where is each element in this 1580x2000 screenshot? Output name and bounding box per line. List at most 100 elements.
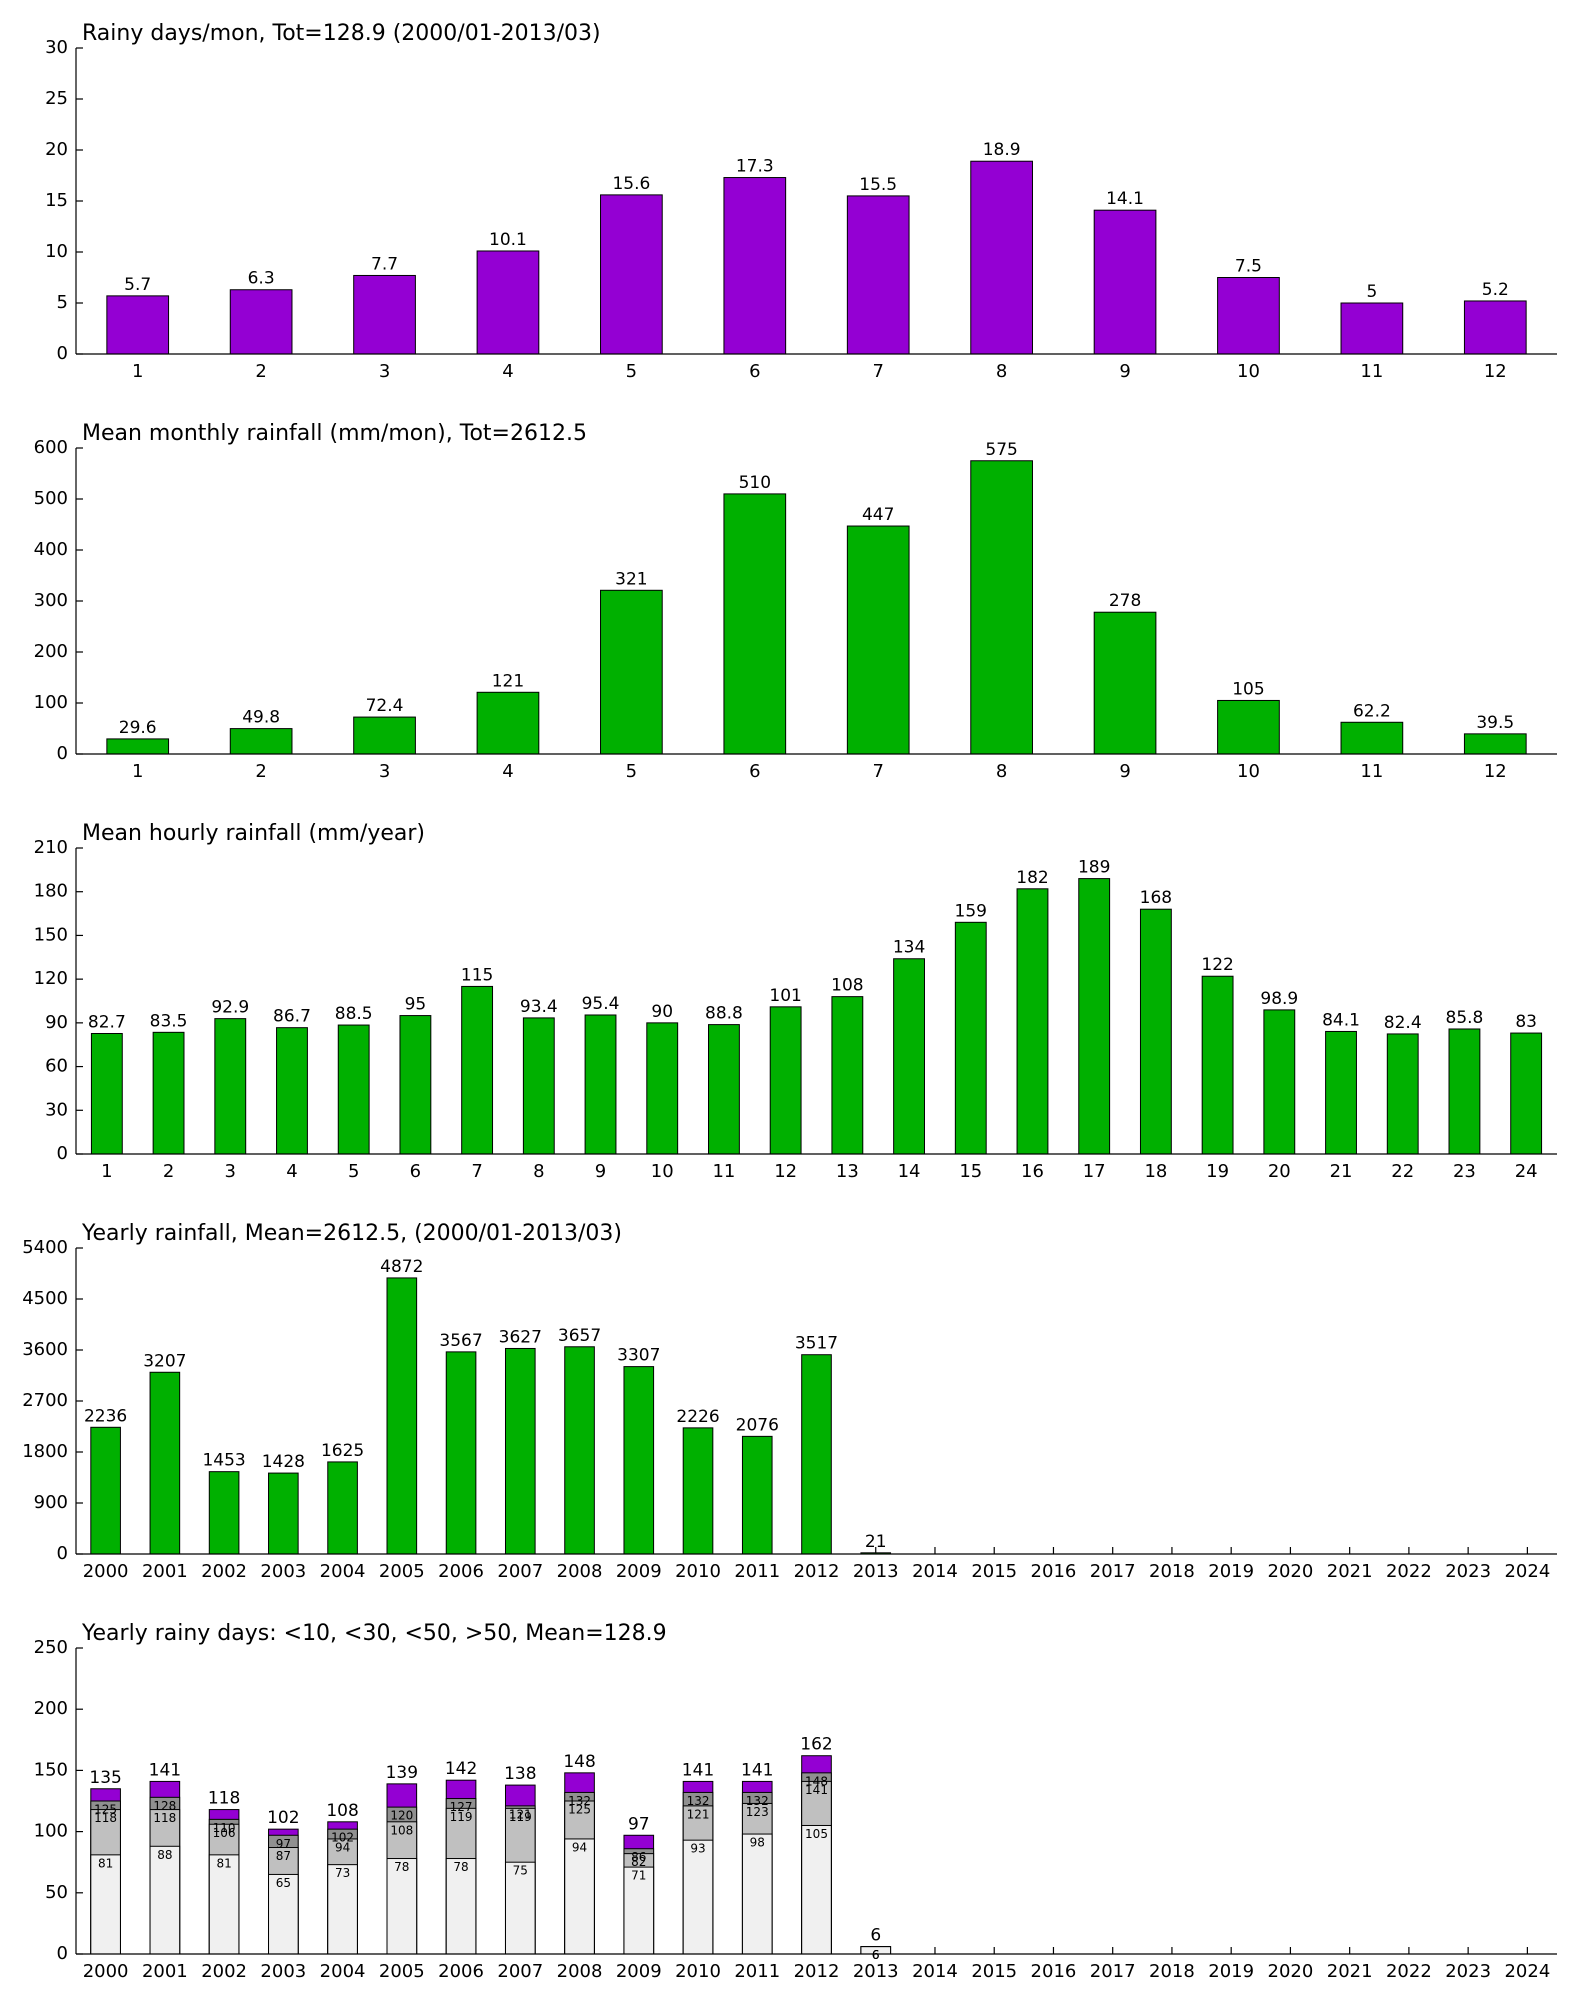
x-tick-label: 21 [1330,1161,1353,1182]
x-tick-label: 2007 [497,1561,543,1582]
value-label: 95.4 [582,994,620,1014]
segment-label: 121 [687,1807,710,1821]
x-tick-label: 2018 [1149,1561,1195,1582]
bar [1201,975,1234,1155]
segment-label: 102 [331,1831,354,1845]
bar [149,1845,181,1955]
value-label: 62.2 [1353,701,1391,721]
segment-label: 127 [450,1800,473,1814]
x-tick-label: 2023 [1445,1561,1491,1582]
bar [769,1006,802,1155]
bar [564,1838,595,1955]
value-label: 83 [1515,1012,1537,1032]
x-tick-label: 2022 [1386,1561,1432,1582]
x-tick-label: 7 [872,361,883,382]
bar [801,1824,832,1955]
bar [353,274,416,355]
segment-label: 132 [568,1794,591,1808]
value-label: 1453 [202,1451,245,1471]
x-tick-label: 2005 [379,1961,425,1982]
value-label: 3307 [617,1346,660,1366]
value-label: 447 [862,505,894,525]
value-label: 118 [208,1789,240,1809]
value-label: 101 [769,986,801,1006]
x-tick-label: 2016 [1031,1561,1077,1582]
bar [682,1427,714,1555]
x-tick-label: 2 [163,1161,174,1182]
value-label: 39.5 [1476,713,1514,733]
x-tick-label: 20 [1268,1161,1291,1182]
bar [476,691,540,755]
x-tick-label: 13 [836,1161,859,1182]
value-label: 95 [405,995,427,1015]
value-label: 90 [651,1002,673,1022]
x-tick-label: 2015 [971,1561,1017,1582]
value-label: 17.3 [736,157,774,177]
y-tick-label: 5400 [22,1237,68,1258]
bar [708,1024,740,1155]
segment-label: 120 [390,1809,413,1823]
x-tick-label: 2007 [497,1961,543,1982]
segment-label: 87 [276,1849,291,1863]
x-tick-label: 2018 [1149,1961,1195,1982]
value-label: 14.1 [1106,189,1144,209]
value-label: 6 [870,1926,881,1946]
value-label: 575 [985,440,1017,460]
bar [1078,878,1111,1155]
bar [229,289,293,355]
value-label: 321 [615,569,647,589]
bar [584,1014,617,1155]
bar [801,1354,832,1555]
bar [208,1854,240,1955]
x-tick-label: 22 [1391,1161,1414,1182]
value-label: 102 [267,1808,299,1828]
y-tick-label: 10 [45,241,68,262]
bar [1016,888,1049,1155]
value-label: 88.8 [705,1004,743,1024]
y-tick-label: 900 [34,1492,68,1513]
x-tick-label: 3 [379,361,390,382]
x-tick-label: 19 [1206,1161,1229,1182]
value-label: 93.4 [520,997,558,1017]
y-tick-label: 0 [57,1143,68,1164]
bar [600,194,663,355]
value-label: 15.5 [859,175,897,195]
bar [970,460,1033,755]
bar [386,1277,418,1555]
x-tick-label: 2024 [1504,1961,1550,1982]
x-tick-label: 2004 [320,1961,366,1982]
x-tick-label: 11 [1360,761,1383,782]
y-tick-label: 150 [34,1759,68,1780]
x-tick-label: 2016 [1031,1961,1077,1982]
bar [1463,733,1527,755]
x-tick-label: 9 [1119,761,1130,782]
value-label: 141 [149,1760,181,1780]
bar [327,1864,358,1955]
chart-title: Rainy days/mon, Tot=128.9 (2000/01-2013/… [82,21,601,46]
x-tick-label: 2011 [734,1561,780,1582]
x-tick-label: 2013 [853,1561,899,1582]
x-tick-label: 2000 [83,1961,129,1982]
x-tick-label: 2009 [616,1961,662,1982]
x-tick-label: 23 [1453,1161,1476,1182]
y-tick-label: 0 [57,1543,68,1564]
x-tick-label: 11 [712,1161,735,1182]
bar [1463,300,1527,355]
x-tick-label: 2014 [912,1561,958,1582]
chart-title: Mean monthly rainfall (mm/mon), Tot=2612… [82,421,587,446]
y-tick-label: 30 [45,37,68,58]
x-tick-label: 16 [1021,1161,1044,1182]
value-label: 2236 [84,1406,127,1426]
bar [1340,721,1404,755]
bar [461,985,494,1155]
bar [229,728,293,755]
bar [504,1347,536,1555]
y-tick-label: 0 [57,743,68,764]
y-tick-label: 2700 [22,1390,68,1411]
bar [522,1017,555,1155]
bar [90,1426,121,1555]
y-tick-label: 1800 [22,1441,68,1462]
x-tick-label: 2015 [971,1961,1017,1982]
y-tick-label: 120 [34,968,68,989]
